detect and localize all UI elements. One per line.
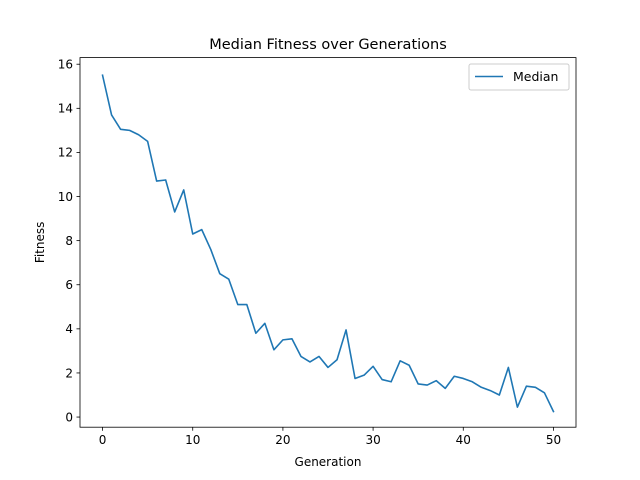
y-tick-label: 14 [58,102,73,116]
legend-box [468,63,570,91]
x-tick-label: 50 [546,433,561,447]
x-tick-label: 20 [275,433,290,447]
x-tick-label: 40 [456,433,471,447]
y-tick-label: 16 [58,58,73,72]
y-tick-label: 4 [65,322,73,336]
y-axis: 0 2 4 6 8 10 12 14 16 [58,58,80,424]
series-line-median [101,74,555,413]
x-tick-label: 10 [185,433,200,447]
y-tick-label: 2 [65,366,73,380]
y-axis-label: Fitness [33,222,47,264]
y-tick-label: 6 [65,278,73,292]
x-tick-label: 0 [99,433,107,447]
x-axis: 0 10 20 30 40 50 [99,427,561,447]
legend: Median [468,63,570,91]
axes-frame [79,57,577,428]
y-tick-label: 10 [58,190,73,204]
y-tick-label: 8 [65,234,73,248]
legend-label: Median [513,69,558,84]
plot-area [101,74,555,413]
y-tick-label: 0 [65,410,73,424]
y-tick-label: 12 [58,146,73,160]
x-axis-label: Generation [295,455,362,469]
chart-title: Median Fitness over Generations [209,37,447,53]
x-tick-label: 30 [365,433,380,447]
